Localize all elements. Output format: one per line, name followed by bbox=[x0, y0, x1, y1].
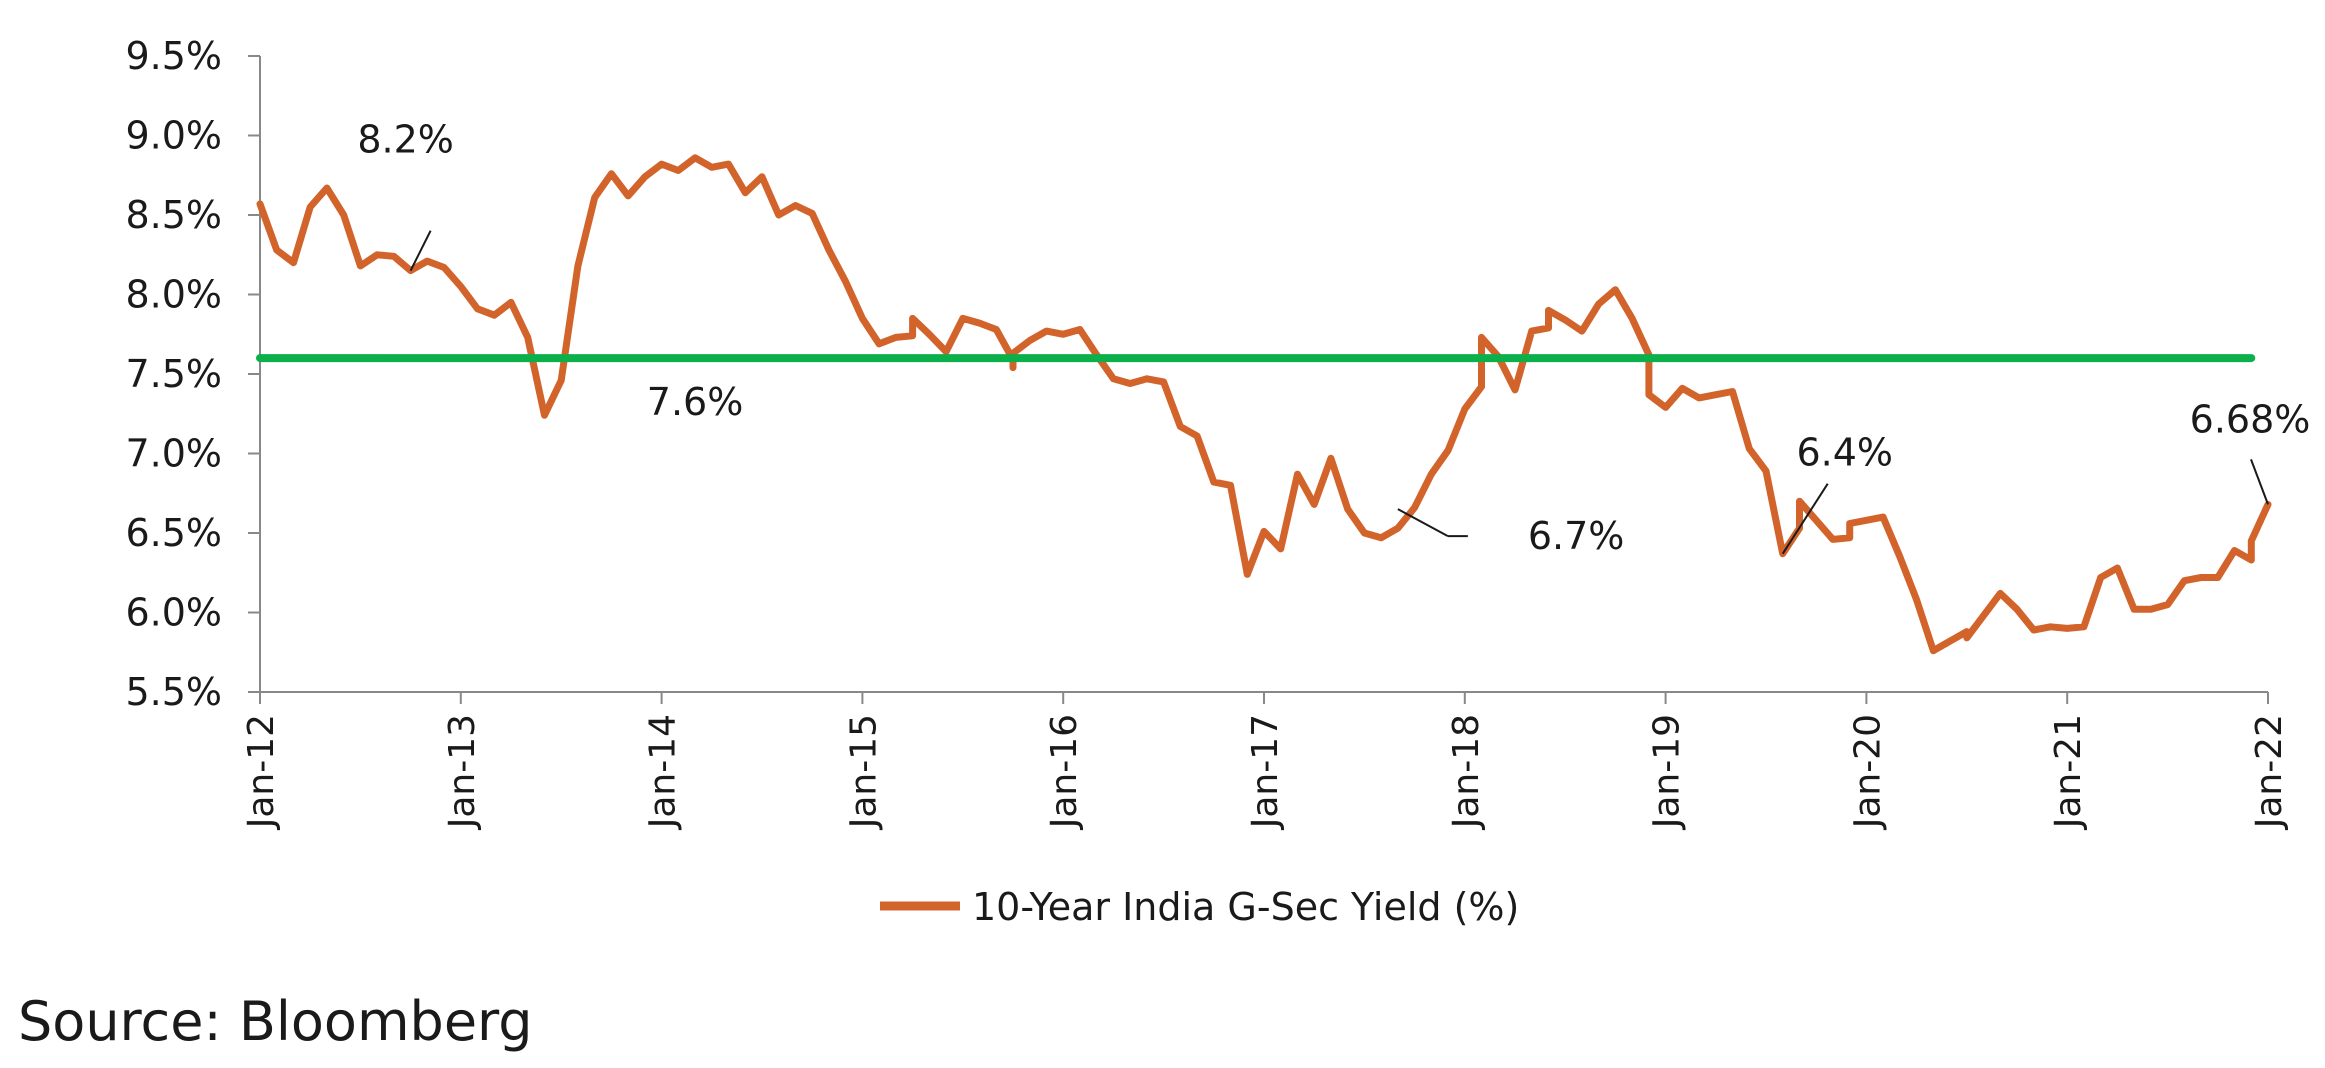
y-tick-label: 6.0% bbox=[125, 591, 222, 635]
y-tick-label: 9.0% bbox=[125, 114, 222, 158]
x-tick-label: Jan-16 bbox=[1044, 714, 1085, 830]
y-axis: 9.5% 9.0% 8.5% 8.0% 7.5% 7.0% 6.5% 6.0% 5.5% bbox=[125, 34, 261, 714]
annotation-label: 8.2% bbox=[357, 118, 454, 162]
annotation-leader bbox=[1781, 483, 1829, 555]
x-tick-label: Jan-12 bbox=[241, 714, 282, 830]
x-tick-label: Jan-22 bbox=[2249, 714, 2290, 830]
series-line-yield bbox=[256, 154, 2272, 655]
annotation-label: 6.7% bbox=[1528, 514, 1625, 558]
x-tick-label: Jan-17 bbox=[1245, 714, 1286, 830]
annotation-label: 7.6% bbox=[647, 380, 744, 424]
x-tick-label: Jan-18 bbox=[1446, 714, 1487, 830]
annotation-leader bbox=[409, 230, 432, 272]
source-note: Source: Bloomberg bbox=[18, 990, 533, 1053]
x-tick-label: Jan-14 bbox=[643, 714, 684, 830]
y-tick-label: 7.0% bbox=[125, 432, 222, 476]
y-tick-label: 7.5% bbox=[125, 352, 222, 396]
x-tick-label: Jan-15 bbox=[843, 714, 884, 830]
x-axis: Jan-12 Jan-13 Jan-14 Jan-15 Jan-16 Jan-17 Jan-… bbox=[241, 691, 2290, 830]
y-tick-label: 9.5% bbox=[125, 34, 222, 78]
y-tick-label: 6.5% bbox=[125, 511, 222, 555]
annotation-layer: 8.2% 7.6% 6.7% 6.4% 6.68% bbox=[357, 118, 2310, 559]
annotation-leader bbox=[2250, 459, 2269, 505]
y-tick-label: 5.5% bbox=[125, 670, 222, 714]
series-layer bbox=[256, 154, 2272, 655]
legend: 10-Year India G-Sec Yield (%) bbox=[880, 885, 1519, 929]
x-tick-label: Jan-19 bbox=[1647, 714, 1688, 830]
annotation-leader bbox=[1397, 508, 1449, 538]
x-tick-label: Jan-20 bbox=[1847, 714, 1888, 830]
y-tick-label: 8.0% bbox=[125, 273, 222, 317]
x-tick-label: Jan-21 bbox=[2048, 714, 2089, 830]
annotation-label: 6.68% bbox=[2190, 397, 2311, 441]
legend-label: 10-Year India G-Sec Yield (%) bbox=[972, 885, 1519, 929]
x-tick-label: Jan-13 bbox=[442, 714, 483, 830]
y-tick-label: 8.5% bbox=[125, 193, 222, 237]
annotation-label: 6.4% bbox=[1796, 431, 1893, 475]
